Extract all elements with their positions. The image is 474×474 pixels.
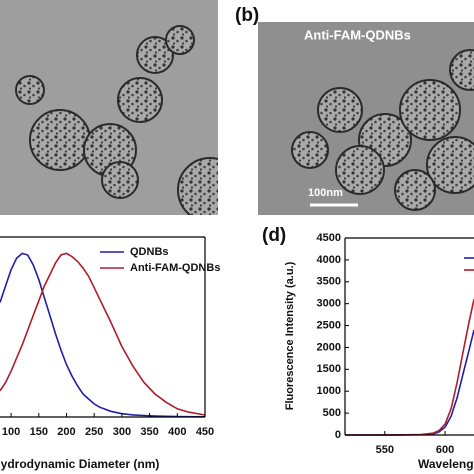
tem-image-a — [0, 0, 218, 215]
x-tick-label: 300 — [113, 426, 131, 438]
plot-area — [0, 252, 205, 418]
x-tick-label: 350 — [140, 426, 158, 438]
data-line — [0, 252, 205, 416]
legend-label: QDNBs — [130, 246, 169, 258]
axis-frame — [344, 237, 474, 436]
image-caption: Anti-FAM-QDNBs — [304, 27, 411, 42]
axis-frame — [0, 236, 206, 418]
x-axis-label: Hydrodynamic Diameter (nm) — [0, 457, 159, 471]
panel-label: (b) — [235, 5, 259, 26]
y-tick-label: 2500 — [317, 319, 341, 331]
x-tick-label: 250 — [85, 426, 103, 438]
x-tick-label: 450 — [196, 426, 214, 438]
y-tick-label: 2000 — [317, 341, 341, 353]
scale-bar-label: 100nm — [308, 187, 343, 199]
data-line — [345, 329, 474, 436]
x-axis-label: Wavelength (nm) — [418, 457, 474, 471]
y-tick-label: 1000 — [317, 385, 341, 397]
y-tick-label: 4500 — [317, 232, 341, 244]
y-tick-label: 1500 — [317, 363, 341, 375]
x-tick-label: 550 — [376, 444, 394, 456]
x-tick-label: 100 — [2, 426, 20, 438]
data-line — [345, 299, 474, 436]
y-tick-label: 500 — [323, 407, 341, 419]
tem-image-b — [258, 22, 474, 215]
x-tick-label: 400 — [168, 426, 186, 438]
data-line — [0, 252, 205, 418]
y-axis-label: Fluorescence Intensity (a.u.) — [284, 261, 296, 410]
y-tick-label: 3000 — [317, 298, 341, 310]
x-tick-label: 200 — [57, 426, 75, 438]
panel-label: (d) — [262, 225, 286, 246]
x-tick-label: 150 — [30, 426, 48, 438]
y-tick-label: 0 — [335, 429, 341, 441]
plot-area — [345, 299, 474, 436]
y-tick-label: 3500 — [317, 276, 341, 288]
x-tick-label: 600 — [436, 444, 454, 456]
legend-label: Anti-FAM-QDNBs — [130, 262, 220, 274]
y-tick-label: 4000 — [317, 254, 341, 266]
